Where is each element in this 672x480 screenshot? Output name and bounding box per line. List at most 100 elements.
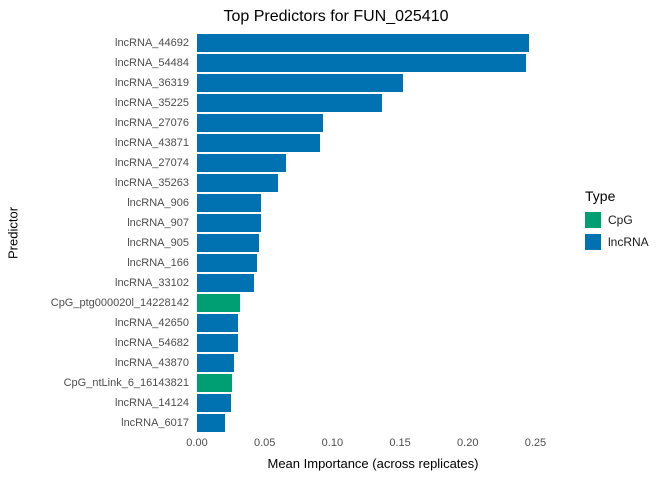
y-tick-label: lncRNA_43871 [115,137,189,149]
bar-track [197,114,549,132]
bar [197,394,231,412]
x-tick-label: 0.10 [321,437,344,449]
plot-panel: lncRNA_44692 lncRNA_54484 lncRNA_36319 lncR… [0,33,560,433]
bar-row: CpG_ptg000020l_14228142 [0,293,560,313]
legend-item: CpG [585,212,649,228]
bar-track [197,54,549,72]
y-tick-label: lncRNA_907 [127,217,189,229]
y-tick-label: lncRNA_42650 [115,317,189,329]
bar [197,314,238,332]
bar-row: lncRNA_35263 [0,173,560,193]
x-axis-title: Mean Importance (across replicates) [267,456,479,471]
bar [197,114,323,132]
legend-items: CpG lncRNA [585,212,649,250]
bar-row: lncRNA_905 [0,233,560,253]
y-tick-label: lncRNA_54682 [115,337,189,349]
bar-track [197,414,549,432]
bar-track [197,74,549,92]
bar-track [197,214,549,232]
y-tick-label: CpG_ntLink_6_16143821 [63,377,189,389]
bar-row: lncRNA_54484 [0,53,560,73]
legend-item: lncRNA [585,234,649,250]
bar [197,194,261,212]
x-axis-ticks: 0.00 0.05 0.10 0.15 0.20 0.25 [186,437,549,451]
legend-title: Type [585,188,616,204]
bar [197,214,261,232]
y-tick-label: lncRNA_54484 [115,57,189,69]
bar-row: lncRNA_43870 [0,353,560,373]
bar-track [197,354,549,372]
y-tick-label: lncRNA_35225 [115,97,189,109]
bar [197,334,238,352]
bar [197,354,234,372]
bar [197,274,254,292]
bar-track [197,274,549,292]
y-tick-label: lncRNA_27074 [115,157,189,169]
bar-row: lncRNA_27076 [0,113,560,133]
bar-row: lncRNA_36319 [0,73,560,93]
bar-track [197,294,549,312]
legend-item-label: lncRNA [608,235,649,249]
y-tick-label: lncRNA_44692 [115,37,189,49]
bar [197,234,260,252]
bar-track [197,334,549,352]
y-tick-label: lncRNA_36319 [115,77,189,89]
bar-row: lncRNA_33102 [0,273,560,293]
bar-row: lncRNA_6017 [0,413,560,433]
bar [197,134,321,152]
bar-row: lncRNA_27074 [0,153,560,173]
bar [197,34,529,52]
bar-row: lncRNA_166 [0,253,560,273]
bar-track [197,374,549,392]
bar [197,174,279,192]
bar-row: lncRNA_14124 [0,393,560,413]
bar-track [197,34,549,52]
bar-track [197,194,549,212]
bar-row: lncRNA_907 [0,213,560,233]
legend: Type CpG lncRNA [585,188,649,256]
x-tick-label: 0.00 [186,437,208,449]
y-tick-label: lncRNA_43870 [115,357,189,369]
bar-row: lncRNA_54682 [0,333,560,353]
bar-row: lncRNA_44692 [0,33,560,53]
y-tick-label: lncRNA_166 [127,257,189,269]
legend-swatch [585,212,601,228]
bar-track [197,254,549,272]
bar-row: lncRNA_906 [0,193,560,213]
x-tick-label: 0.05 [253,437,276,449]
bar [197,54,526,72]
bar-track [197,174,549,192]
bar [197,154,287,172]
bar [197,294,241,312]
legend-swatch [585,234,601,250]
y-tick-label: lncRNA_905 [127,237,189,249]
y-tick-label: lncRNA_6017 [121,417,189,429]
chart-title: Top Predictors for FUN_025410 [223,8,449,25]
bar [197,74,403,92]
legend-item-label: CpG [608,213,633,227]
x-tick-label: 0.20 [457,437,479,449]
y-tick-label: lncRNA_33102 [115,277,189,289]
bar [197,254,257,272]
y-tick-label: lncRNA_35263 [115,177,189,189]
y-tick-label: lncRNA_906 [127,197,189,209]
x-tick-label: 0.15 [389,437,411,449]
bar-row: lncRNA_42650 [0,313,560,333]
bar [197,94,383,112]
bar-track [197,314,549,332]
bar-track [197,394,549,412]
bar-track [197,154,549,172]
bar-row: lncRNA_35225 [0,93,560,113]
bar-track [197,134,549,152]
x-tick-label: 0.25 [524,437,547,449]
y-tick-label: lncRNA_14124 [115,397,189,409]
y-tick-label: lncRNA_27076 [115,117,189,129]
y-tick-label: CpG_ptg000020l_14228142 [50,297,189,309]
bar-row: CpG_ntLink_6_16143821 [0,373,560,393]
bar-track [197,234,549,252]
bar-track [197,94,549,112]
bar [197,374,233,392]
bar-row: lncRNA_43871 [0,133,560,153]
bar [197,414,226,432]
